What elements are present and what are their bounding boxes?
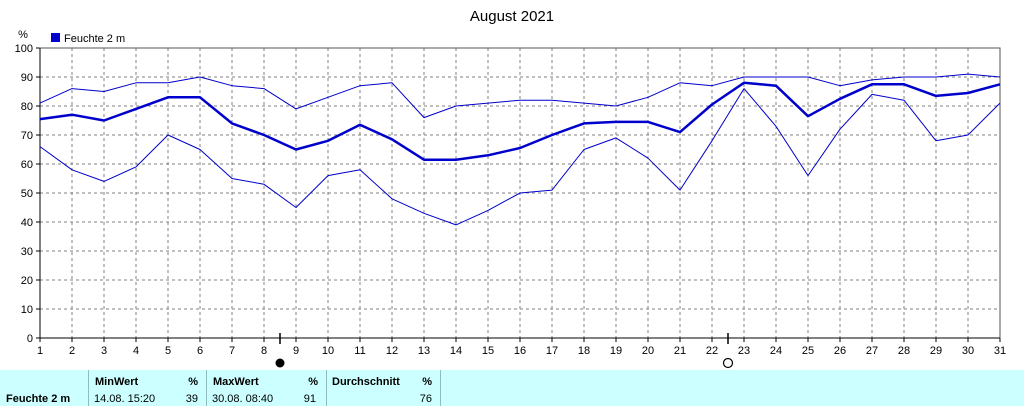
y-tick-label: 30 — [21, 246, 33, 258]
x-tick-label: 23 — [738, 345, 750, 357]
humidity-chart: August 2021 % Feuchte 2 m 0 10 20 30 40 50 60 7… — [15, 8, 1006, 369]
y-tick-label: 50 — [21, 188, 33, 200]
new-moon-icon — [722, 357, 734, 369]
series-line-mean — [39, 81, 1001, 161]
x-tick-label: 8 — [261, 345, 267, 357]
legend-swatch — [51, 33, 60, 42]
y-axis-unit-label: % — [18, 29, 28, 41]
x-tick-label: 6 — [197, 345, 203, 357]
statistics-bar: Feuchte 2 m MinWert % 14.08. 15:20 39 Ma… — [0, 370, 1024, 406]
stats-min-header: MinWert — [95, 376, 139, 388]
stats-row-label-cell: Feuchte 2 m — [0, 370, 89, 406]
x-tick-label: 16 — [514, 345, 526, 357]
series-line-max — [39, 73, 1001, 119]
y-tick-label: 70 — [21, 130, 33, 142]
x-tick-label: 24 — [770, 345, 782, 357]
x-tick-label: 7 — [229, 345, 235, 357]
stats-max-cell: MaxWert % 30.08. 08:40 91 — [207, 370, 327, 406]
x-tick-label: 21 — [674, 345, 686, 357]
stats-row-label: Feuchte 2 m — [6, 393, 71, 405]
stats-avg-header: Durchschnitt — [332, 376, 400, 388]
stats-avg-cell: Durchschnitt % 76 — [327, 370, 441, 406]
x-tick-label: 27 — [866, 345, 878, 357]
x-tick-label: 4 — [133, 345, 139, 357]
stats-max-header: MaxWert — [213, 376, 259, 388]
stats-min-date: 14.08. 15:20 — [94, 393, 156, 405]
x-tick-label: 5 — [165, 345, 171, 357]
stats-avg-unit: % — [422, 376, 432, 388]
x-tick-label: 9 — [293, 345, 299, 357]
x-tick-label: 15 — [482, 345, 494, 357]
x-tick-label: 17 — [546, 345, 558, 357]
x-tick-label: 2 — [69, 345, 75, 357]
x-tick-label: 12 — [386, 345, 398, 357]
y-tick-label: 10 — [21, 304, 33, 316]
x-tick-label: 1 — [37, 345, 43, 357]
legend-label: Feuchte 2 m — [64, 33, 125, 45]
x-tick-label: 26 — [834, 345, 846, 357]
stats-avg-value: 76 — [419, 393, 432, 405]
stats-min-cell: MinWert % 14.08. 15:20 39 — [89, 370, 207, 406]
chart-title: August 2021 — [470, 8, 554, 25]
x-tick-label: 29 — [930, 345, 942, 357]
x-tick-label: 11 — [354, 345, 365, 357]
y-tick-label: 40 — [21, 217, 33, 229]
y-tick-label: 60 — [21, 159, 33, 171]
full-moon-icon — [275, 358, 285, 368]
x-tick-label: 20 — [642, 345, 654, 357]
y-tick-label: 80 — [21, 101, 33, 113]
stats-min-value: 39 — [185, 393, 198, 405]
x-tick-label: 28 — [898, 345, 910, 357]
y-tick-label: 90 — [21, 72, 33, 84]
x-tick-label: 13 — [418, 345, 430, 357]
x-tick-label: 19 — [610, 345, 622, 357]
stats-max-date: 30.08. 08:40 — [212, 393, 274, 405]
x-tick-label: 10 — [322, 345, 334, 357]
y-tick-label: 100 — [15, 43, 33, 55]
series-layer — [39, 73, 1001, 226]
x-tick-label: 3 — [101, 345, 107, 357]
series-line-min — [39, 88, 1001, 226]
x-tick-label: 31 — [994, 345, 1006, 357]
x-tick-label: 25 — [802, 345, 814, 357]
y-tick-label: 0 — [27, 333, 33, 345]
legend: Feuchte 2 m — [51, 33, 125, 45]
y-tick-label: 20 — [21, 275, 33, 287]
stats-max-unit: % — [308, 376, 318, 388]
stats-max-value: 91 — [303, 393, 316, 405]
x-tick-label: 22 — [706, 345, 718, 357]
x-tick-label: 18 — [578, 345, 590, 357]
x-tick-label: 30 — [962, 345, 974, 357]
stats-min-unit: % — [188, 376, 198, 388]
moon-markers — [275, 333, 734, 369]
x-tick-label: 14 — [450, 345, 462, 357]
